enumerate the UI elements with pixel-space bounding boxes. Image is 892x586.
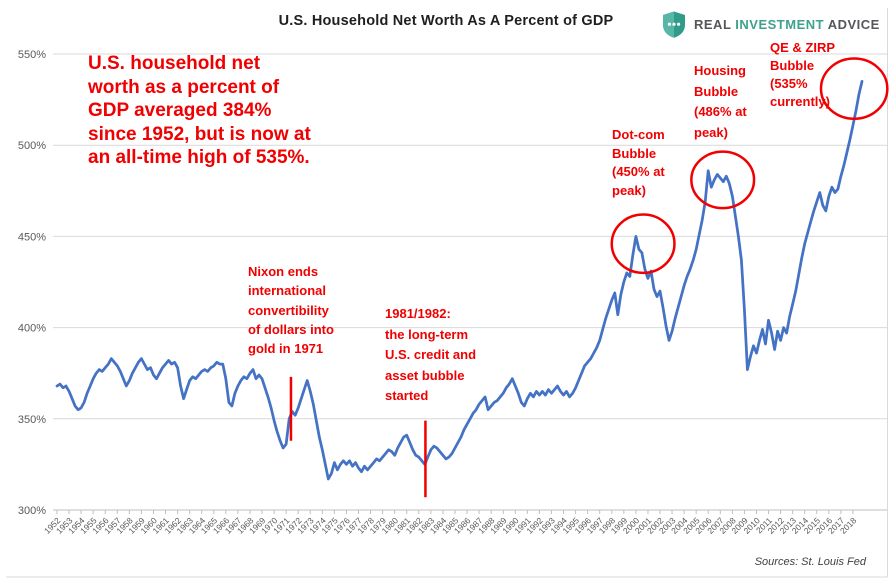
- chart-title: U.S. Household Net Worth As A Percent of…: [278, 13, 614, 29]
- shield-dots-icon: [663, 11, 685, 38]
- y-tick-label: 550%: [18, 49, 46, 61]
- annotation-dotcom-bubble: Dot-com Bubble (450% at peak): [612, 127, 665, 198]
- y-tick-label: 450%: [18, 231, 46, 243]
- net-worth-series-line: [55, 80, 864, 481]
- annotation-nixon-gold: Nixon ends international convertibility …: [248, 264, 334, 357]
- y-tick-label: 350%: [18, 414, 46, 426]
- logo-word-advice: ADVICE: [827, 17, 880, 32]
- logo-word-investment: INVESTMENT: [735, 17, 825, 32]
- annotation-housing-bubble: Housing Bubble (486% at peak): [694, 63, 747, 140]
- annotation-average-summary: U.S. household net worth as a percent of…: [88, 53, 311, 168]
- annotation-credit-bubble-start: 1981/1982: the long-term U.S. credit and…: [385, 306, 477, 403]
- logo-word-real: REAL: [694, 17, 732, 32]
- qe-zirp-bubble-circle: [819, 57, 889, 121]
- y-tick-label: 300%: [18, 505, 46, 517]
- brand-logo: REAL INVESTMENT ADVICE: [659, 11, 883, 38]
- y-tick-label: 400%: [18, 323, 46, 335]
- dotcom-bubble-circle: [610, 213, 676, 275]
- annotation-qe-zirp-bubble: QE & ZIRP Bubble (535% currently): [770, 40, 836, 109]
- y-tick-label: 500%: [18, 140, 46, 152]
- housing-bubble-circle: [690, 150, 756, 210]
- source-note: Sources: St. Louis Fed: [754, 556, 866, 568]
- brand-logo-text: REAL INVESTMENT ADVICE: [694, 17, 880, 32]
